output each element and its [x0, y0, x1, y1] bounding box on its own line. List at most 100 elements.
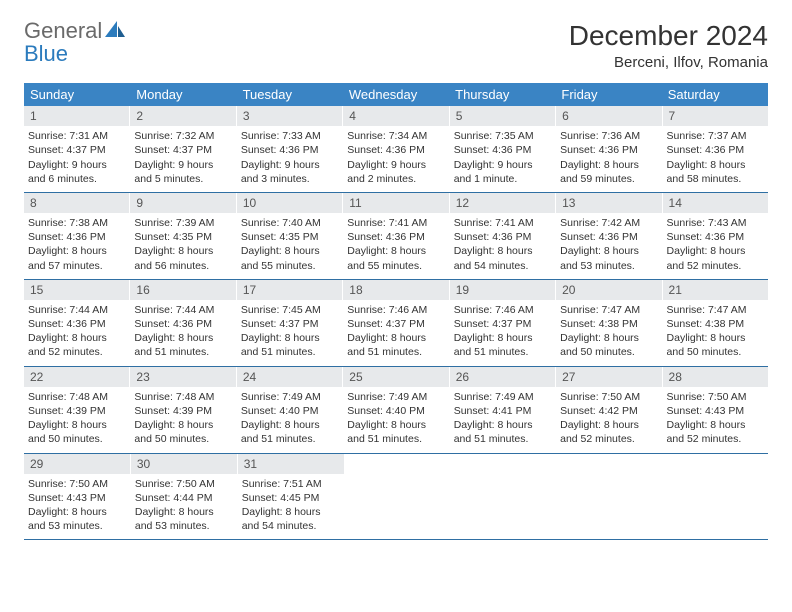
sunrise-line: Sunrise: 7:49 AM — [347, 390, 444, 404]
daylight-line: Daylight: 9 hours and 5 minutes. — [134, 158, 231, 186]
day-body: Sunrise: 7:46 AMSunset: 4:37 PMDaylight:… — [450, 300, 555, 366]
logo-sail-icon — [104, 20, 126, 43]
day-number: 21 — [663, 280, 768, 300]
sunset-line: Sunset: 4:40 PM — [347, 404, 444, 418]
day-cell: 8Sunrise: 7:38 AMSunset: 4:36 PMDaylight… — [24, 193, 130, 279]
day-number: 28 — [663, 367, 768, 387]
day-cell: 7Sunrise: 7:37 AMSunset: 4:36 PMDaylight… — [663, 106, 768, 192]
day-body: Sunrise: 7:41 AMSunset: 4:36 PMDaylight:… — [343, 213, 448, 279]
sunrise-line: Sunrise: 7:48 AM — [28, 390, 125, 404]
day-cell: 20Sunrise: 7:47 AMSunset: 4:38 PMDayligh… — [556, 280, 662, 366]
sunset-line: Sunset: 4:37 PM — [347, 317, 444, 331]
daylight-line: Daylight: 8 hours and 51 minutes. — [241, 418, 338, 446]
day-cell: 30Sunrise: 7:50 AMSunset: 4:44 PMDayligh… — [131, 454, 238, 540]
day-body: Sunrise: 7:39 AMSunset: 4:35 PMDaylight:… — [130, 213, 235, 279]
day-number: 20 — [556, 280, 661, 300]
day-body: Sunrise: 7:49 AMSunset: 4:40 PMDaylight:… — [343, 387, 448, 453]
day-body: Sunrise: 7:35 AMSunset: 4:36 PMDaylight:… — [450, 126, 555, 192]
sunrise-line: Sunrise: 7:41 AM — [454, 216, 551, 230]
day-body: Sunrise: 7:41 AMSunset: 4:36 PMDaylight:… — [450, 213, 555, 279]
empty-day-cell — [450, 454, 556, 540]
day-number: 8 — [24, 193, 129, 213]
sunset-line: Sunset: 4:36 PM — [241, 143, 338, 157]
sunset-line: Sunset: 4:38 PM — [667, 317, 764, 331]
daylight-line: Daylight: 8 hours and 51 minutes. — [347, 331, 444, 359]
day-header: Monday — [130, 83, 236, 106]
sunset-line: Sunset: 4:41 PM — [454, 404, 551, 418]
day-number: 7 — [663, 106, 768, 126]
day-cell: 4Sunrise: 7:34 AMSunset: 4:36 PMDaylight… — [343, 106, 449, 192]
day-cell: 23Sunrise: 7:48 AMSunset: 4:39 PMDayligh… — [130, 367, 236, 453]
day-number: 6 — [556, 106, 661, 126]
day-number: 23 — [130, 367, 235, 387]
day-cell: 3Sunrise: 7:33 AMSunset: 4:36 PMDaylight… — [237, 106, 343, 192]
sunrise-line: Sunrise: 7:42 AM — [560, 216, 657, 230]
day-number: 22 — [24, 367, 129, 387]
day-number: 29 — [24, 454, 130, 474]
day-body: Sunrise: 7:38 AMSunset: 4:36 PMDaylight:… — [24, 213, 129, 279]
daylight-line: Daylight: 8 hours and 50 minutes. — [560, 331, 657, 359]
sunset-line: Sunset: 4:36 PM — [134, 317, 231, 331]
day-cell: 19Sunrise: 7:46 AMSunset: 4:37 PMDayligh… — [450, 280, 556, 366]
daylight-line: Daylight: 9 hours and 2 minutes. — [347, 158, 444, 186]
day-cell: 11Sunrise: 7:41 AMSunset: 4:36 PMDayligh… — [343, 193, 449, 279]
day-header: Thursday — [449, 83, 555, 106]
day-number: 9 — [130, 193, 235, 213]
day-number: 15 — [24, 280, 129, 300]
daylight-line: Daylight: 8 hours and 52 minutes. — [560, 418, 657, 446]
sunset-line: Sunset: 4:36 PM — [667, 230, 764, 244]
sunrise-line: Sunrise: 7:50 AM — [667, 390, 764, 404]
sunrise-line: Sunrise: 7:44 AM — [28, 303, 125, 317]
sunrise-line: Sunrise: 7:31 AM — [28, 129, 125, 143]
day-body: Sunrise: 7:44 AMSunset: 4:36 PMDaylight:… — [24, 300, 129, 366]
sunset-line: Sunset: 4:37 PM — [134, 143, 231, 157]
logo: General Blue — [24, 20, 126, 66]
daylight-line: Daylight: 8 hours and 51 minutes. — [454, 418, 551, 446]
logo-word1: General — [24, 18, 102, 43]
sunset-line: Sunset: 4:36 PM — [454, 230, 551, 244]
day-number: 24 — [237, 367, 342, 387]
day-cell: 24Sunrise: 7:49 AMSunset: 4:40 PMDayligh… — [237, 367, 343, 453]
daylight-line: Daylight: 8 hours and 55 minutes. — [241, 244, 338, 272]
day-body: Sunrise: 7:47 AMSunset: 4:38 PMDaylight:… — [556, 300, 661, 366]
daylight-line: Daylight: 8 hours and 53 minutes. — [135, 505, 233, 533]
day-number: 3 — [237, 106, 342, 126]
sunrise-line: Sunrise: 7:35 AM — [454, 129, 551, 143]
day-body: Sunrise: 7:47 AMSunset: 4:38 PMDaylight:… — [663, 300, 768, 366]
sunset-line: Sunset: 4:36 PM — [347, 143, 444, 157]
sunrise-line: Sunrise: 7:33 AM — [241, 129, 338, 143]
daylight-line: Daylight: 8 hours and 51 minutes. — [347, 418, 444, 446]
sunset-line: Sunset: 4:35 PM — [134, 230, 231, 244]
day-header: Friday — [555, 83, 661, 106]
day-cell: 29Sunrise: 7:50 AMSunset: 4:43 PMDayligh… — [24, 454, 131, 540]
day-body: Sunrise: 7:44 AMSunset: 4:36 PMDaylight:… — [130, 300, 235, 366]
sunrise-line: Sunrise: 7:49 AM — [454, 390, 551, 404]
day-body: Sunrise: 7:50 AMSunset: 4:42 PMDaylight:… — [556, 387, 661, 453]
sunrise-line: Sunrise: 7:49 AM — [241, 390, 338, 404]
day-cell: 16Sunrise: 7:44 AMSunset: 4:36 PMDayligh… — [130, 280, 236, 366]
day-number: 27 — [556, 367, 661, 387]
sunrise-line: Sunrise: 7:38 AM — [28, 216, 125, 230]
sunset-line: Sunset: 4:36 PM — [28, 230, 125, 244]
daylight-line: Daylight: 8 hours and 52 minutes. — [667, 418, 764, 446]
daylight-line: Daylight: 8 hours and 51 minutes. — [454, 331, 551, 359]
daylight-line: Daylight: 8 hours and 52 minutes. — [28, 331, 125, 359]
daylight-line: Daylight: 8 hours and 50 minutes. — [667, 331, 764, 359]
sunrise-line: Sunrise: 7:43 AM — [667, 216, 764, 230]
day-cell: 21Sunrise: 7:47 AMSunset: 4:38 PMDayligh… — [663, 280, 768, 366]
sunrise-line: Sunrise: 7:51 AM — [242, 477, 340, 491]
sunset-line: Sunset: 4:37 PM — [28, 143, 125, 157]
week-row: 1Sunrise: 7:31 AMSunset: 4:37 PMDaylight… — [24, 106, 768, 193]
sunset-line: Sunset: 4:43 PM — [28, 491, 126, 505]
day-cell: 1Sunrise: 7:31 AMSunset: 4:37 PMDaylight… — [24, 106, 130, 192]
weeks-container: 1Sunrise: 7:31 AMSunset: 4:37 PMDaylight… — [24, 106, 768, 540]
day-number: 2 — [130, 106, 235, 126]
daylight-line: Daylight: 8 hours and 52 minutes. — [667, 244, 764, 272]
sunrise-line: Sunrise: 7:36 AM — [560, 129, 657, 143]
day-body: Sunrise: 7:42 AMSunset: 4:36 PMDaylight:… — [556, 213, 661, 279]
sunset-line: Sunset: 4:36 PM — [560, 143, 657, 157]
week-row: 8Sunrise: 7:38 AMSunset: 4:36 PMDaylight… — [24, 193, 768, 280]
day-cell: 26Sunrise: 7:49 AMSunset: 4:41 PMDayligh… — [450, 367, 556, 453]
sunrise-line: Sunrise: 7:47 AM — [560, 303, 657, 317]
sunset-line: Sunset: 4:36 PM — [667, 143, 764, 157]
